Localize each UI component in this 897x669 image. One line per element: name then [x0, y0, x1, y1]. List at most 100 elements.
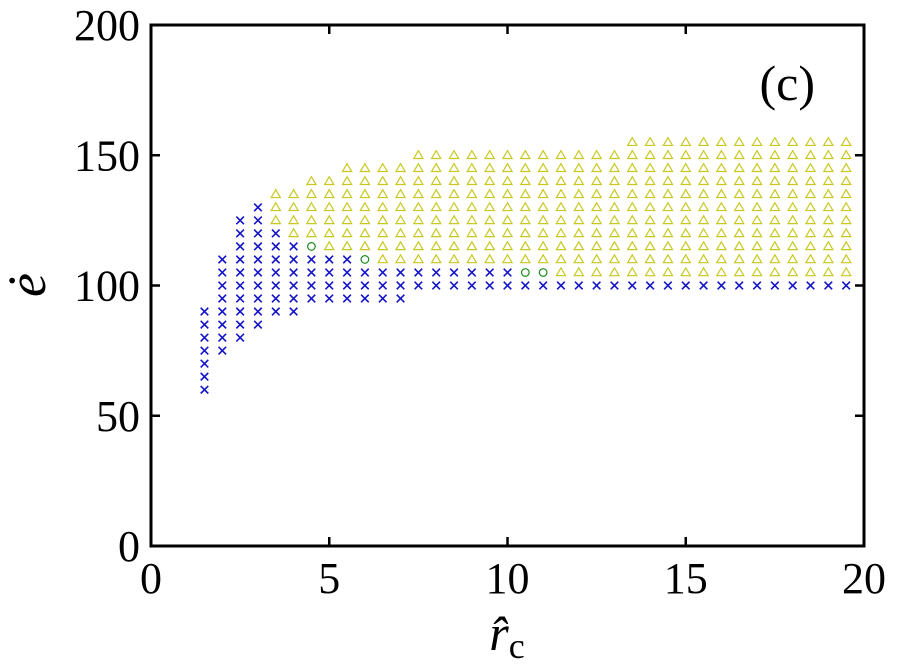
triangle-marker — [644, 240, 656, 251]
triangle-marker — [377, 253, 389, 264]
triangle-marker — [715, 188, 728, 199]
triangle-marker — [840, 149, 852, 160]
triangle-marker — [751, 149, 763, 160]
cross-marker — [289, 268, 298, 277]
y-tick-label: 150 — [74, 131, 140, 180]
cross-marker — [431, 268, 441, 277]
triangle-marker — [590, 149, 603, 160]
triangle-marker — [323, 175, 335, 186]
circle-marker — [360, 255, 370, 264]
triangle-marker — [769, 214, 781, 225]
triangle-marker — [697, 136, 710, 147]
triangle-marker — [519, 201, 531, 212]
triangle-marker — [341, 188, 353, 199]
triangle-marker — [697, 227, 710, 238]
triangle-marker — [359, 162, 371, 173]
panel-label: (c) — [760, 55, 816, 111]
cross-marker — [253, 268, 263, 277]
triangle-marker — [822, 240, 834, 251]
triangle-marker — [608, 175, 621, 186]
triangle-marker — [519, 149, 531, 160]
triangle-marker — [626, 188, 638, 199]
circle-marker — [307, 242, 316, 251]
triangle-marker — [519, 253, 531, 264]
triangle-marker — [341, 162, 353, 173]
triangle-marker — [769, 266, 781, 277]
cross-marker — [253, 216, 263, 225]
triangle-marker — [840, 266, 852, 277]
cross-marker — [271, 307, 281, 316]
cross-marker — [360, 268, 370, 277]
triangle-marker — [662, 266, 674, 277]
triangle-marker — [751, 162, 763, 173]
triangle-marker — [787, 175, 799, 186]
cross-marker — [217, 255, 227, 264]
triangle-marker — [822, 188, 834, 199]
cross-marker — [235, 268, 245, 277]
triangle-marker — [804, 175, 817, 186]
triangle-marker — [484, 162, 496, 173]
triangle-marker — [840, 201, 852, 212]
cross-marker — [342, 268, 352, 277]
triangle-marker — [590, 188, 603, 199]
triangle-marker — [644, 149, 656, 160]
triangle-marker — [590, 227, 603, 238]
triangle-marker — [662, 214, 674, 225]
triangle-marker — [840, 188, 852, 199]
triangle-marker — [804, 266, 817, 277]
x-tick-labels: 0 5 10 15 20 — [140, 554, 886, 603]
triangle-marker — [680, 188, 692, 199]
cross-marker — [610, 281, 619, 290]
triangle-marker — [644, 227, 656, 238]
x-tick-label: 0 — [140, 554, 162, 603]
triangle-marker — [448, 201, 460, 212]
triangle-marker — [484, 240, 496, 251]
triangle-marker — [394, 227, 407, 238]
triangle-marker — [787, 214, 799, 225]
triangle-marker — [662, 253, 674, 264]
x-tick-label: 10 — [486, 554, 530, 603]
cross-marker — [342, 281, 352, 290]
cross-marker — [235, 255, 245, 264]
triangle-marker — [412, 201, 425, 212]
triangle-marker — [787, 227, 799, 238]
triangle-marker — [822, 201, 834, 212]
cross-marker — [503, 281, 512, 290]
triangle-marker — [787, 266, 799, 277]
cross-marker — [841, 281, 851, 290]
triangle-marker — [626, 175, 638, 186]
triangle-marker — [573, 149, 585, 160]
triangle-marker — [822, 149, 834, 160]
triangle-marker — [608, 227, 621, 238]
triangle-marker — [733, 136, 745, 147]
triangle-marker — [733, 227, 745, 238]
circle-marker — [520, 268, 530, 277]
triangle-marker — [787, 149, 799, 160]
triangle-marker — [733, 240, 745, 251]
triangle-marker — [555, 266, 567, 277]
triangle-marker — [608, 240, 621, 251]
triangle-marker — [769, 201, 781, 212]
cross-marker — [253, 202, 263, 212]
triangle-marker — [680, 214, 692, 225]
triangle-marker — [822, 175, 834, 186]
triangle-marker — [662, 240, 674, 251]
cross-marker — [200, 346, 209, 355]
triangle-marker — [769, 149, 781, 160]
triangle-marker — [697, 214, 710, 225]
triangle-marker — [626, 227, 638, 238]
x-axis-label: r̂c — [489, 605, 524, 666]
triangle-marker — [484, 227, 496, 238]
triangle-marker — [804, 188, 817, 199]
triangle-marker — [573, 188, 585, 199]
axis-ticks — [151, 25, 864, 546]
triangle-marker — [466, 240, 478, 251]
triangle-marker — [804, 240, 817, 251]
triangle-marker — [359, 201, 371, 212]
triangle-marker — [412, 214, 425, 225]
triangle-marker — [573, 162, 585, 173]
cross-marker — [271, 255, 281, 264]
triangle-marker — [430, 214, 442, 225]
triangle-marker — [804, 136, 817, 147]
triangle-marker — [787, 162, 799, 173]
